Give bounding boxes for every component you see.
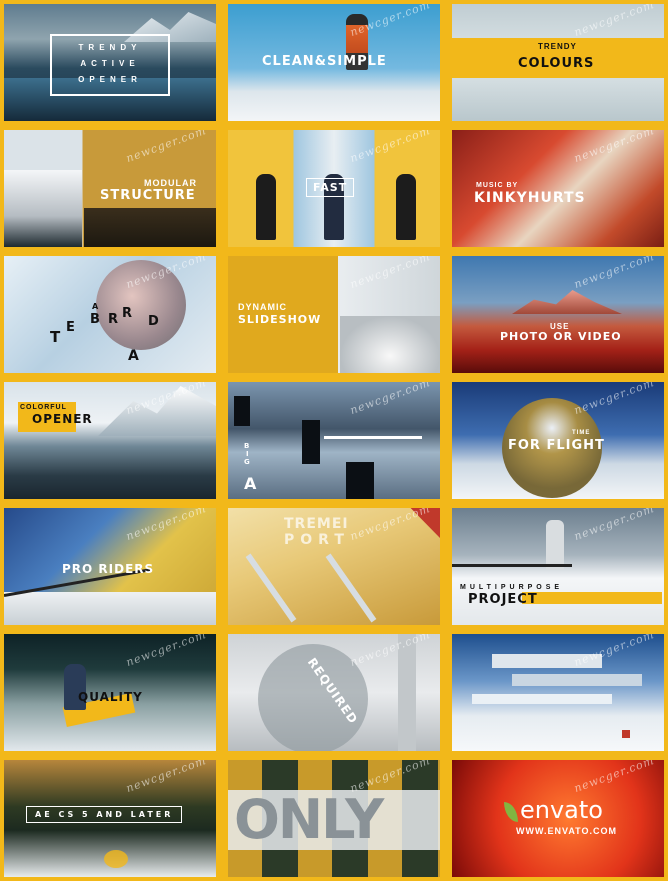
watermark: newcger.com bbox=[347, 508, 432, 544]
tile-for-flight: TIME FOR FLIGHT newcger.com bbox=[452, 382, 664, 499]
tile-photo-or-video: USE PHOTO OR VIDEO newcger.com bbox=[452, 256, 664, 373]
letter-r2: R bbox=[122, 306, 134, 321]
letter-a: A bbox=[92, 302, 100, 311]
envato-logo: envato bbox=[520, 796, 603, 824]
watermark: newcger.com bbox=[347, 256, 432, 292]
tile-clean-simple: CLEAN&SIMPLE newcger.com bbox=[228, 4, 440, 121]
tile-caption: PHOTO OR VIDEO bbox=[500, 330, 622, 343]
tile-fast: FAST newcger.com bbox=[228, 130, 440, 247]
letter-r1: R bbox=[108, 312, 120, 327]
tile-dynamic-slideshow: DYNAMIC SLIDESHOW newcger.com bbox=[228, 256, 440, 373]
title-line-3: OPENER bbox=[78, 75, 142, 84]
tile-tebarrd: T E B A R R D A newcger.com bbox=[4, 256, 216, 373]
tile-subcaption: TIME bbox=[572, 430, 591, 436]
tile-subcaption: MULTIPURPOSE bbox=[460, 584, 564, 591]
tile-modular-structure: MODULAR STRUCTURE newcger.com bbox=[4, 130, 216, 247]
letter-e: E bbox=[66, 320, 76, 335]
title-line-2: ACTIVE bbox=[80, 59, 140, 68]
tile-ae-cs5: AE CS 5 AND LATER newcger.com bbox=[4, 760, 216, 877]
watermark: newcger.com bbox=[123, 760, 208, 796]
tile-caption: SLIDESHOW bbox=[238, 313, 322, 326]
rider-left bbox=[256, 174, 276, 240]
tile-subcaption: TRENDY bbox=[538, 42, 577, 51]
tile-multipurpose-project: MULTIPURPOSE PROJECT newcger.com bbox=[452, 508, 664, 625]
letter-g: G bbox=[244, 458, 251, 466]
snowboarder bbox=[546, 520, 564, 570]
tile-subcaption: MODULAR bbox=[144, 178, 197, 188]
tile-caption: STRUCTURE bbox=[100, 188, 196, 203]
tile-only: ONLY newcger.com bbox=[228, 760, 440, 877]
tile-caption-line2: PORT bbox=[284, 532, 350, 548]
tile-subcaption: DYNAMIC bbox=[238, 302, 287, 312]
watermark: newcger.com bbox=[571, 256, 656, 292]
watermark: newcger.com bbox=[347, 634, 432, 670]
tile-caption-line1: TREMEI bbox=[284, 516, 349, 532]
tile-pro-riders: PRO RIDERS newcger.com bbox=[4, 508, 216, 625]
watermark: newcger.com bbox=[123, 508, 208, 544]
watermark: newcger.com bbox=[571, 760, 656, 796]
rider-right bbox=[396, 174, 416, 240]
watermark: newcger.com bbox=[123, 130, 208, 166]
tile-caption: PRO RIDERS bbox=[62, 562, 155, 576]
rider-center bbox=[324, 174, 344, 240]
watermark: newcger.com bbox=[571, 130, 656, 166]
tile-music-by: MUSIC BY KINKYHURTS newcger.com bbox=[452, 130, 664, 247]
watermark: newcger.com bbox=[571, 634, 656, 670]
tile-envato: envato WWW.ENVATO.COM newcger.com bbox=[452, 760, 664, 877]
tile-caption: OPENER bbox=[32, 412, 93, 426]
envato-url: WWW.ENVATO.COM bbox=[516, 826, 617, 836]
tile-subcaption: COLORFUL bbox=[20, 404, 67, 411]
watermark: newcger.com bbox=[571, 508, 656, 544]
tile-subcaption: USE bbox=[550, 322, 570, 331]
letter-i: I bbox=[246, 450, 250, 458]
tile-required: REQUIRED newcger.com bbox=[228, 634, 440, 751]
tile-glitch-ski: newcger.com bbox=[452, 634, 664, 751]
tile-caption: QUALITY bbox=[78, 690, 143, 704]
tile-tremendous: TREMEI PORT newcger.com bbox=[228, 508, 440, 625]
thumbnail-grid: TRENDY ACTIVE OPENER CLEAN&SIMPLE newcge… bbox=[4, 4, 664, 877]
tile-caption: COLOURS bbox=[518, 56, 595, 71]
letter-t: T bbox=[50, 328, 62, 346]
letter-b: B bbox=[90, 312, 101, 327]
tile-trendy-active-opener: TRENDY ACTIVE OPENER bbox=[4, 4, 216, 121]
tile-caption: AE CS 5 AND LATER bbox=[26, 806, 183, 823]
tile-caption: PROJECT bbox=[468, 592, 538, 607]
watermark: newcger.com bbox=[123, 634, 208, 670]
tile-caption: FOR FLIGHT bbox=[508, 438, 605, 453]
skier-figure bbox=[346, 14, 368, 70]
watermark: newcger.com bbox=[347, 382, 432, 418]
tile-caption: KINKYHURTS bbox=[474, 190, 586, 206]
tile-glitch: B I G A newcger.com bbox=[228, 382, 440, 499]
watermark: newcger.com bbox=[347, 130, 432, 166]
tile-trendy-colours: TRENDY COLOURS newcger.com bbox=[452, 4, 664, 121]
tile-caption: CLEAN&SIMPLE bbox=[262, 54, 387, 69]
letter-d: D bbox=[148, 314, 160, 329]
letter-b: B bbox=[244, 442, 251, 450]
envato-leaf-icon bbox=[504, 802, 518, 822]
letter-a: A bbox=[244, 474, 258, 493]
title-line-1: TRENDY bbox=[78, 43, 142, 52]
title-box: TRENDY ACTIVE OPENER bbox=[50, 34, 170, 96]
watermark: newcger.com bbox=[571, 4, 656, 40]
watermark: newcger.com bbox=[347, 4, 432, 40]
rider bbox=[64, 664, 86, 710]
tile-colorful-opener: COLORFUL OPENER newcger.com bbox=[4, 382, 216, 499]
tile-subcaption: MUSIC BY bbox=[476, 182, 519, 189]
watermark: newcger.com bbox=[571, 382, 656, 418]
tile-quality: QUALITY newcger.com bbox=[4, 634, 216, 751]
tile-caption: FAST bbox=[306, 178, 355, 197]
letter-a2: A bbox=[128, 348, 140, 364]
tile-caption: ONLY bbox=[234, 788, 384, 851]
